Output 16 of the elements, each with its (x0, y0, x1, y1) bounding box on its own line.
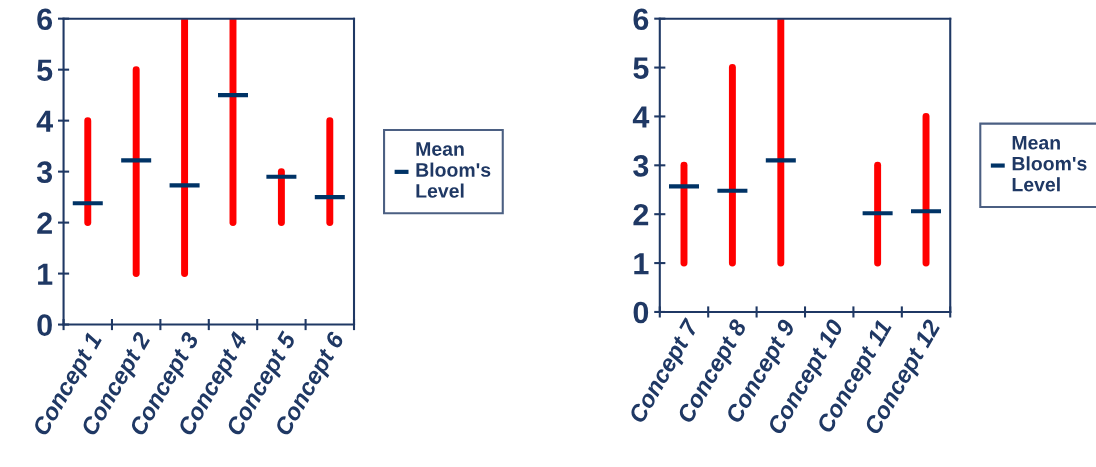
y-tick-label: 0 (633, 301, 649, 324)
y-tick-label: 4 (36, 110, 53, 132)
legend-label: Mean Bloom's Level (1012, 136, 1087, 192)
y-tick-label: 6 (633, 8, 649, 31)
y-tick-label: 1 (38, 263, 53, 285)
y-tick-label: 1 (634, 253, 649, 275)
y-tick-label: 2 (633, 203, 649, 226)
y-tick-label: 4 (632, 106, 650, 128)
y-tick-label: 3 (633, 155, 649, 177)
y-tick-label: 5 (633, 57, 649, 79)
y-tick-label: 5 (37, 59, 53, 82)
y-tick-label: 0 (37, 314, 52, 336)
y-tick-label: 6 (37, 8, 53, 31)
y-tick-label: 3 (36, 161, 53, 184)
y-tick-label: 2 (37, 212, 52, 234)
legend-label: Mean Bloom's Level (416, 142, 491, 198)
